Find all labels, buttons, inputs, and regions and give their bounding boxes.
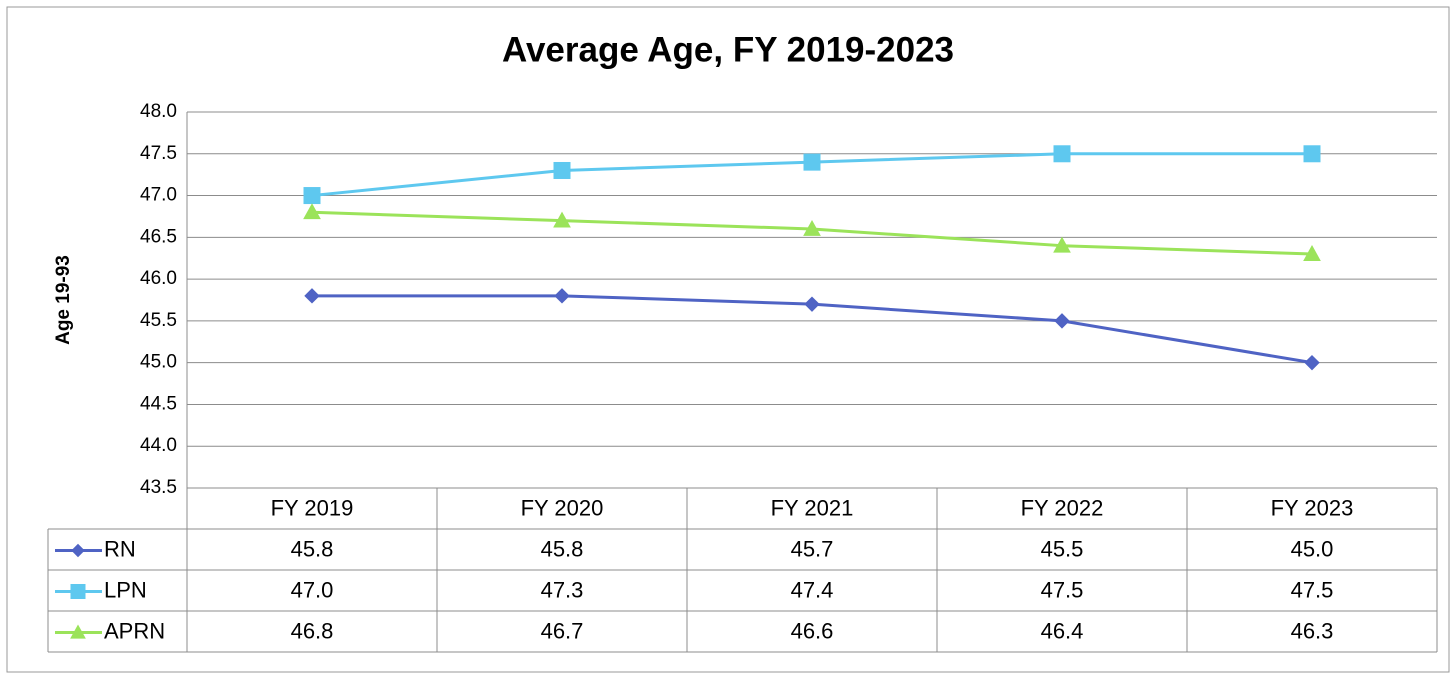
y-axis-label: Age 19-93 xyxy=(53,255,74,345)
marker xyxy=(554,288,570,304)
legend-key-marker xyxy=(70,624,86,639)
y-tick-label: 47.0 xyxy=(140,185,177,206)
y-tick-label: 45.5 xyxy=(140,310,177,331)
table-value: 46.7 xyxy=(541,618,584,643)
legend-key-marker xyxy=(71,543,85,558)
marker xyxy=(303,187,321,205)
table-value: 46.6 xyxy=(791,618,834,643)
x-tick-label: FY 2023 xyxy=(1271,495,1354,520)
marker xyxy=(1053,145,1071,163)
marker xyxy=(803,153,821,171)
table-value: 45.0 xyxy=(1291,536,1334,561)
table-value: 46.4 xyxy=(1041,618,1084,643)
marker xyxy=(1303,245,1321,261)
marker xyxy=(1054,313,1070,329)
table-value: 45.8 xyxy=(291,536,334,561)
legend-label: LPN xyxy=(104,577,147,602)
table-value: 47.5 xyxy=(1291,577,1334,602)
chart-title: Average Age, FY 2019-2023 xyxy=(502,30,954,69)
table-value: 47.0 xyxy=(291,577,334,602)
marker xyxy=(303,203,321,220)
table-value: 47.5 xyxy=(1041,577,1084,602)
marker xyxy=(803,219,821,236)
legend-key-marker xyxy=(70,584,86,599)
table-value: 45.7 xyxy=(791,536,834,561)
table-value: 47.4 xyxy=(791,577,834,602)
y-tick-label: 43.5 xyxy=(140,477,177,498)
table-value: 45.8 xyxy=(541,536,584,561)
marker xyxy=(804,296,820,312)
x-tick-label: FY 2022 xyxy=(1021,495,1104,520)
marker xyxy=(1304,354,1320,371)
y-tick-label: 44.5 xyxy=(140,393,177,414)
y-tick-label: 46.5 xyxy=(140,226,177,247)
table-value: 45.5 xyxy=(1041,536,1084,561)
marker xyxy=(1053,236,1071,253)
marker xyxy=(1303,145,1321,163)
marker xyxy=(553,211,571,228)
y-tick-label: 44.0 xyxy=(140,435,177,456)
marker xyxy=(553,161,571,179)
legend-label: RN xyxy=(104,536,136,561)
table-value: 46.8 xyxy=(291,618,334,643)
legend-label: APRN xyxy=(104,618,165,643)
table-value: 46.3 xyxy=(1291,618,1334,643)
x-tick-label: FY 2019 xyxy=(271,495,354,520)
table-value: 47.3 xyxy=(541,577,584,602)
y-tick-label: 48.0 xyxy=(140,101,177,122)
marker xyxy=(304,288,320,304)
chart-border xyxy=(6,6,1450,673)
x-tick-label: FY 2021 xyxy=(771,495,854,520)
y-tick-label: 45.0 xyxy=(140,352,177,373)
y-tick-label: 46.0 xyxy=(140,268,177,289)
y-tick-label: 47.5 xyxy=(140,143,177,164)
x-tick-label: FY 2020 xyxy=(521,495,604,520)
